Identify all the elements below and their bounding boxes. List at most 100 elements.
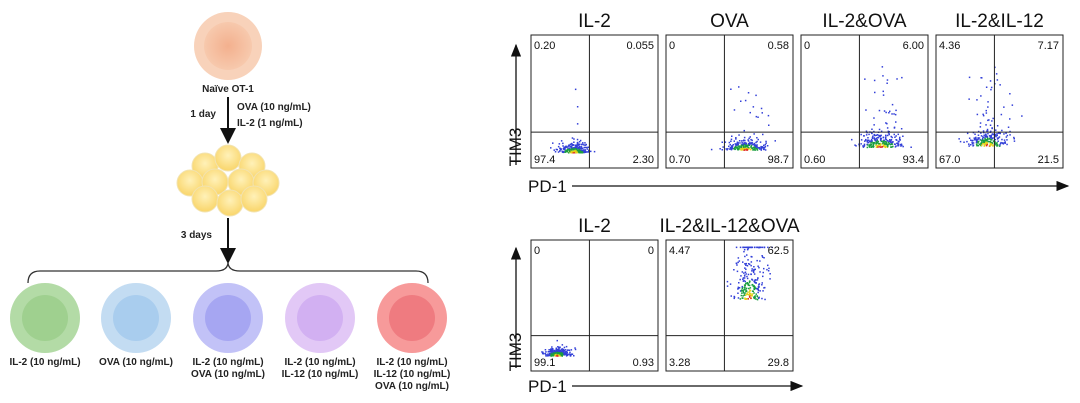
event-dot	[735, 137, 737, 139]
event-dot	[576, 142, 579, 144]
event-dot	[557, 151, 560, 153]
quadrant-upper-left-value: 0	[669, 40, 675, 52]
event-dot	[556, 355, 559, 357]
event-dot	[1009, 118, 1011, 120]
event-dot	[735, 138, 737, 140]
event-dot	[744, 263, 746, 265]
event-dot	[862, 145, 864, 147]
event-dot	[977, 144, 979, 147]
event-dot	[554, 151, 557, 153]
event-dot	[890, 135, 892, 138]
event-dot	[982, 114, 985, 117]
event-dot	[739, 298, 742, 300]
event-dot	[566, 146, 568, 148]
event-dot	[570, 354, 572, 357]
flow-panel-2-2: IL-2&IL-12&OVA 4.47 62.5 3.28 29.8	[659, 216, 800, 372]
event-dot	[735, 146, 737, 148]
event-dot	[555, 353, 558, 355]
event-dot	[731, 135, 733, 137]
event-dot	[968, 137, 971, 139]
event-dot	[989, 144, 991, 147]
event-dot	[749, 289, 751, 291]
event-dot	[973, 139, 976, 141]
event-dot	[871, 137, 874, 139]
event-dots	[710, 86, 776, 151]
event-dot	[767, 270, 770, 272]
event-dot	[565, 145, 567, 147]
event-dot	[747, 283, 749, 285]
event-dot	[880, 138, 882, 140]
event-dot	[987, 132, 989, 135]
quadrant-upper-right-value: 0	[648, 245, 654, 257]
event-dot	[750, 146, 752, 148]
event-dot	[980, 135, 983, 137]
quadrant-upper-left-value: 0	[534, 245, 540, 257]
event-dot	[763, 144, 765, 147]
event-dot	[563, 146, 565, 149]
event-dot	[986, 141, 988, 144]
event-dot	[553, 352, 556, 354]
event-dot	[959, 140, 962, 143]
event-dot	[880, 130, 883, 133]
event-dot	[875, 134, 878, 136]
event-dot	[972, 144, 975, 146]
event-dot	[989, 136, 992, 138]
event-dots	[851, 66, 912, 149]
event-dot	[736, 142, 738, 145]
event-dot	[865, 109, 867, 111]
event-dot	[874, 142, 876, 144]
event-dot	[741, 292, 743, 294]
event-dot	[574, 88, 577, 91]
event-dot	[995, 73, 998, 75]
event-dot	[891, 141, 894, 144]
event-dot	[896, 78, 898, 80]
event-dot	[753, 297, 755, 299]
event-dot	[988, 119, 990, 121]
event-dot	[747, 273, 750, 276]
event-dot	[986, 143, 988, 146]
event-dot	[873, 124, 875, 126]
condition-cell-core	[22, 295, 68, 341]
row1-x-axis-label: PD-1	[528, 177, 567, 196]
event-dot	[738, 147, 740, 149]
event-dot	[753, 133, 755, 135]
event-dot	[575, 150, 577, 152]
event-dot	[730, 138, 733, 141]
event-dot	[578, 147, 580, 149]
event-dot	[862, 146, 865, 148]
event-dot	[556, 339, 558, 342]
event-dot	[881, 66, 884, 68]
event-dot	[761, 282, 763, 284]
event-dot	[870, 143, 873, 146]
event-dot	[582, 142, 584, 144]
event-dot	[743, 146, 745, 148]
event-dot	[764, 145, 767, 148]
event-dot	[869, 143, 871, 146]
event-dot	[722, 146, 724, 148]
event-dot	[744, 146, 746, 148]
event-dot	[563, 151, 565, 153]
event-dot	[990, 137, 993, 139]
event-dot	[760, 107, 763, 110]
event-dot	[995, 135, 997, 138]
event-dot	[737, 141, 739, 144]
flow-panel-1-1: IL-2 0.20 0.055 97.4 2.30	[530, 11, 659, 169]
event-dot	[756, 295, 759, 298]
event-dot	[874, 91, 876, 94]
event-dot	[743, 142, 745, 144]
event-dot	[743, 272, 745, 274]
event-dot	[754, 149, 756, 151]
event-dot	[581, 150, 583, 152]
event-dot	[902, 145, 904, 148]
event-dot	[544, 349, 547, 351]
event-dot	[758, 147, 760, 149]
event-dot	[742, 143, 744, 146]
event-dot	[583, 146, 586, 149]
event-dot	[574, 146, 577, 148]
event-dot	[966, 140, 968, 143]
quadrant-upper-right-value: 62.5	[768, 245, 789, 257]
event-dot	[545, 351, 547, 353]
event-dot	[560, 148, 562, 150]
event-dot	[879, 144, 882, 146]
event-dot	[742, 290, 745, 292]
